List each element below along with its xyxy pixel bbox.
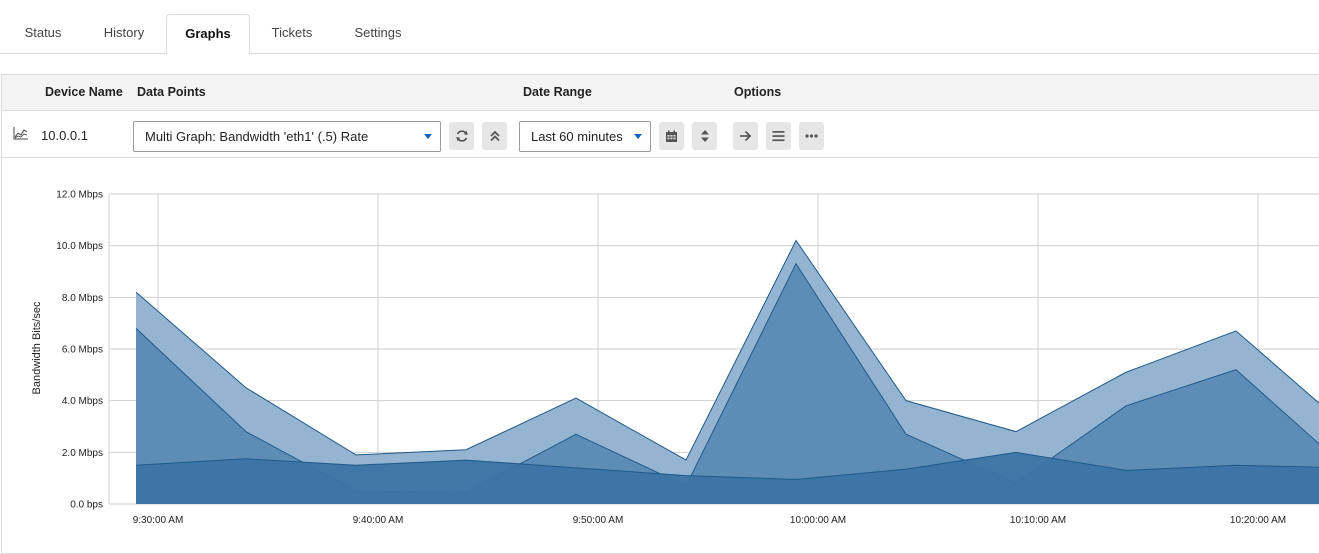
line-chart-icon xyxy=(13,126,29,140)
data-points-select[interactable]: Multi Graph: Bandwidth 'eth1' (.5) Rate xyxy=(133,121,441,152)
refresh-button[interactable] xyxy=(449,122,474,150)
date-range-select[interactable]: Last 60 minutes xyxy=(519,121,651,152)
data-points-header: Data Points xyxy=(137,85,206,99)
chevron-down-icon xyxy=(634,134,642,139)
graph-panel: Device Name Data Points Date Range Optio… xyxy=(1,74,1319,554)
device-name-header: Device Name xyxy=(45,85,123,99)
go-button[interactable] xyxy=(733,122,758,150)
device-name: 10.0.0.1 xyxy=(41,128,88,143)
more-button[interactable] xyxy=(799,122,824,150)
sort-button[interactable] xyxy=(692,122,717,150)
tab-tickets[interactable]: Tickets xyxy=(271,25,313,40)
date-range-select-value: Last 60 minutes xyxy=(531,129,623,144)
refresh-icon xyxy=(455,130,468,142)
tab-graphs[interactable]: Graphs xyxy=(166,14,250,55)
calendar-icon xyxy=(666,130,677,142)
arrow-right-icon xyxy=(740,130,752,142)
collapse-button[interactable] xyxy=(482,122,507,150)
date-range-header: Date Range xyxy=(523,85,592,99)
tab-bar: Status History Graphs Tickets Settings xyxy=(0,0,1319,55)
chevron-down-icon xyxy=(424,134,432,139)
menu-button[interactable] xyxy=(766,122,791,150)
options-header: Options xyxy=(734,85,782,99)
calendar-button[interactable] xyxy=(659,122,684,150)
tab-history[interactable]: History xyxy=(103,25,145,40)
tab-status[interactable]: Status xyxy=(24,25,62,40)
table-header: Device Name Data Points Date Range Optio… xyxy=(2,75,1319,111)
collapse-icon xyxy=(489,130,500,142)
sort-icon xyxy=(700,130,709,142)
more-icon xyxy=(805,134,818,138)
menu-icon xyxy=(772,131,785,142)
tab-settings[interactable]: Settings xyxy=(354,25,402,40)
table-row: 10.0.0.1 Multi Graph: Bandwidth 'eth1' (… xyxy=(2,111,1319,158)
data-points-select-value: Multi Graph: Bandwidth 'eth1' (.5) Rate xyxy=(145,129,369,144)
